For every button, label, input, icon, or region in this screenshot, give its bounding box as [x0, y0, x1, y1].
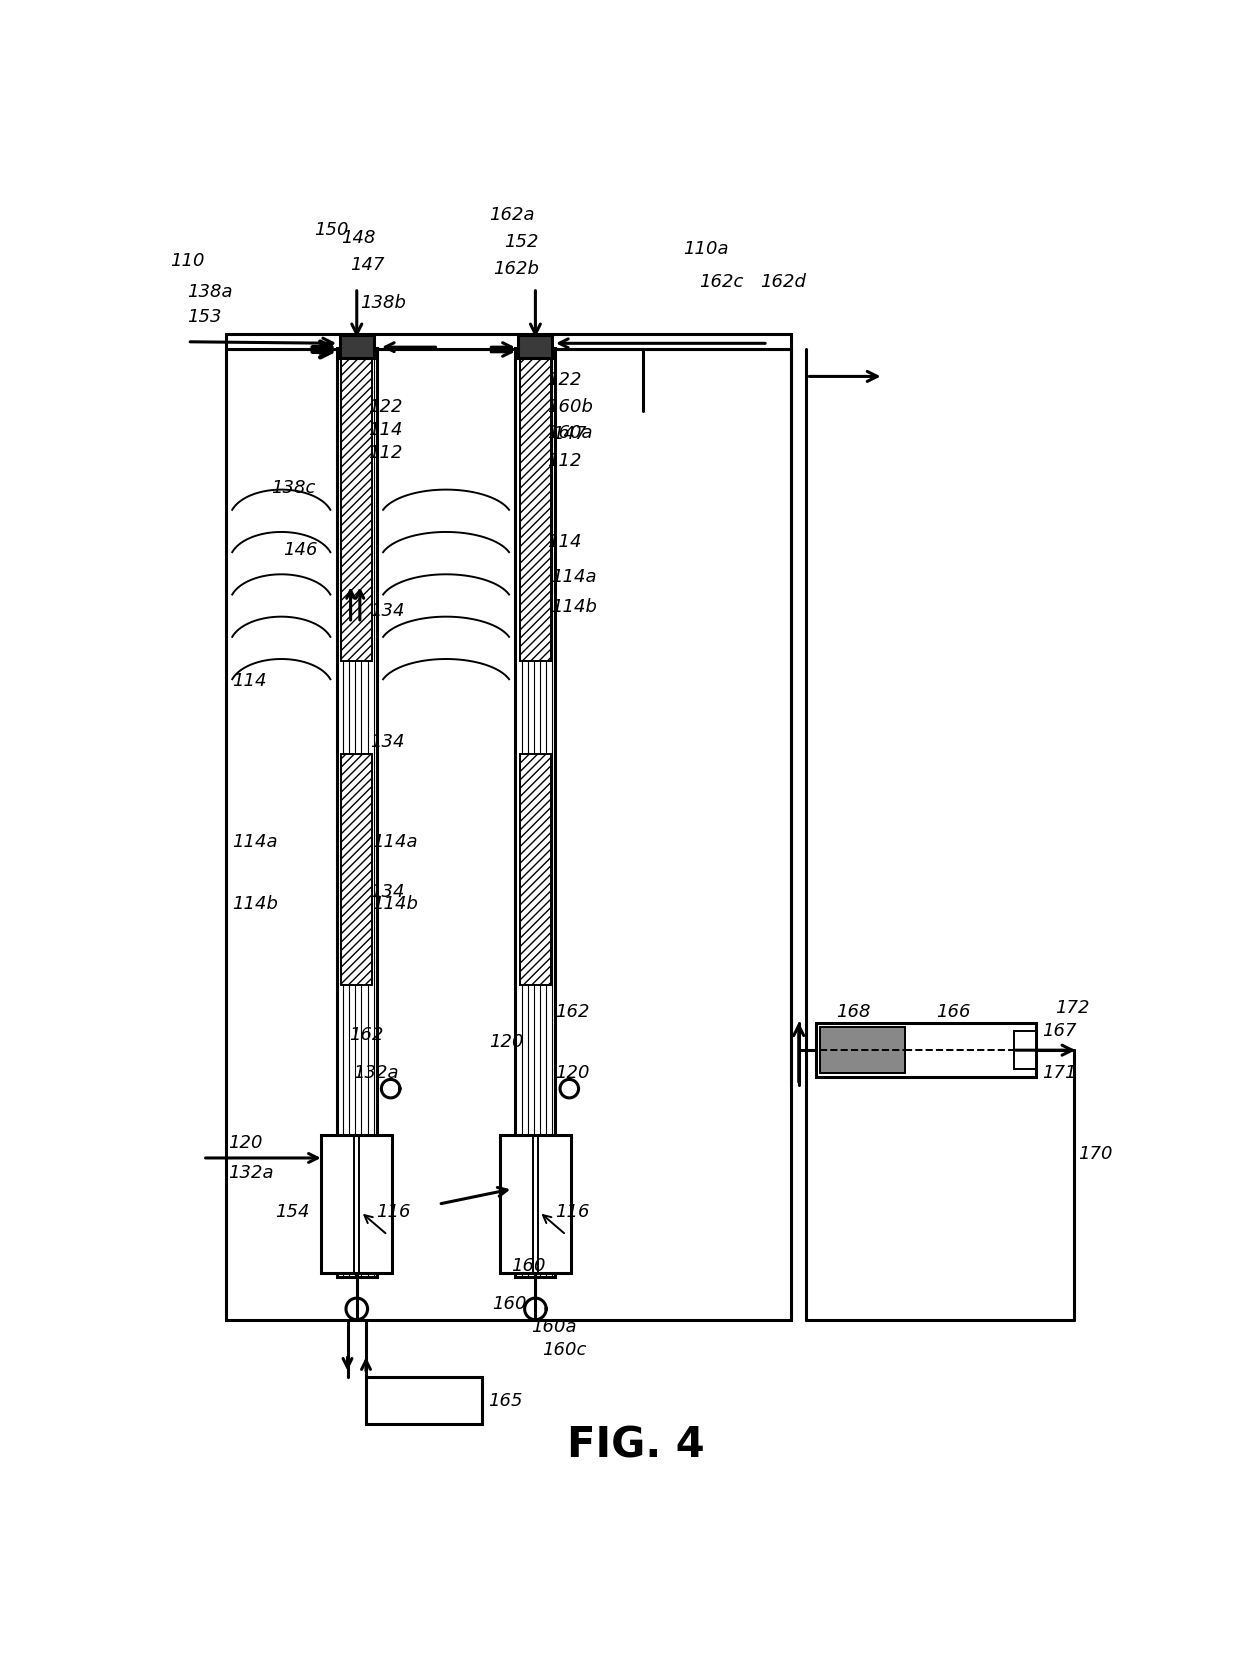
Text: 146: 146	[283, 541, 317, 558]
Bar	[341, 347, 372, 661]
Text: 160a: 160a	[531, 1319, 577, 1337]
Text: 147: 147	[351, 256, 386, 274]
Text: 162d: 162d	[760, 272, 806, 291]
Text: 168: 168	[836, 1003, 870, 1020]
Bar	[226, 334, 791, 349]
Text: 148: 148	[341, 229, 376, 247]
Text: 166: 166	[936, 1003, 970, 1020]
Text: 114: 114	[547, 533, 582, 551]
Text: 114a: 114a	[551, 568, 596, 586]
Text: 162: 162	[350, 1026, 383, 1043]
Text: 110a: 110a	[683, 241, 729, 259]
Text: 172: 172	[1055, 998, 1090, 1017]
Text: 114b: 114b	[372, 895, 418, 914]
Text: 138a: 138a	[187, 282, 233, 301]
Text: 160c: 160c	[542, 1342, 587, 1359]
Text: 114b: 114b	[232, 895, 278, 914]
Text: 138b: 138b	[361, 294, 407, 312]
Text: 160: 160	[492, 1296, 527, 1314]
Text: 160b: 160b	[547, 399, 593, 417]
Text: 110: 110	[170, 252, 205, 271]
Text: 171: 171	[1042, 1065, 1076, 1083]
Bar	[341, 754, 372, 985]
Text: 114a: 114a	[232, 834, 278, 852]
Bar	[340, 336, 373, 357]
Bar	[1014, 1031, 1035, 1070]
Text: 160a: 160a	[547, 424, 593, 442]
Text: 114: 114	[368, 422, 403, 439]
Text: FIG. 4: FIG. 4	[567, 1425, 704, 1467]
Text: 167: 167	[1042, 1022, 1076, 1040]
Text: 120: 120	[490, 1033, 523, 1051]
Bar	[520, 347, 551, 661]
Text: 162b: 162b	[494, 259, 539, 277]
Bar	[516, 347, 556, 1277]
Text: 150: 150	[315, 221, 348, 239]
Text: 160: 160	[512, 1257, 546, 1274]
Bar	[518, 336, 552, 357]
Text: 114: 114	[232, 671, 267, 689]
Text: 122: 122	[368, 399, 403, 417]
Text: 134: 134	[371, 884, 405, 902]
Bar	[520, 754, 551, 985]
Bar	[500, 1134, 570, 1274]
Text: 112: 112	[547, 452, 582, 470]
Text: 170: 170	[1079, 1144, 1112, 1163]
Bar	[321, 1134, 392, 1274]
Text: 134: 134	[371, 733, 405, 751]
Text: 116: 116	[376, 1203, 410, 1221]
Text: 152: 152	[505, 233, 539, 251]
Text: 153: 153	[187, 309, 222, 326]
Text: 165: 165	[487, 1392, 522, 1410]
Text: 120: 120	[554, 1065, 589, 1083]
Bar	[366, 1377, 481, 1423]
Bar	[337, 347, 377, 1277]
Text: 114b: 114b	[551, 598, 596, 616]
Text: 162c: 162c	[698, 272, 743, 291]
Text: 112: 112	[368, 445, 403, 462]
Text: 114a: 114a	[372, 834, 418, 852]
Text: 147: 147	[552, 425, 587, 443]
Bar	[816, 1023, 1035, 1076]
Bar	[226, 349, 791, 1320]
Text: 122: 122	[547, 372, 582, 389]
Text: 120: 120	[228, 1133, 263, 1151]
Text: 154: 154	[275, 1203, 310, 1221]
Text: 132a: 132a	[353, 1065, 398, 1083]
Text: 162: 162	[554, 1003, 589, 1020]
Text: 162a: 162a	[490, 206, 534, 224]
Bar	[821, 1026, 905, 1073]
Text: 132a: 132a	[228, 1164, 274, 1183]
Text: 134: 134	[371, 603, 405, 620]
Text: 138c: 138c	[272, 478, 316, 497]
Text: 116: 116	[554, 1203, 589, 1221]
